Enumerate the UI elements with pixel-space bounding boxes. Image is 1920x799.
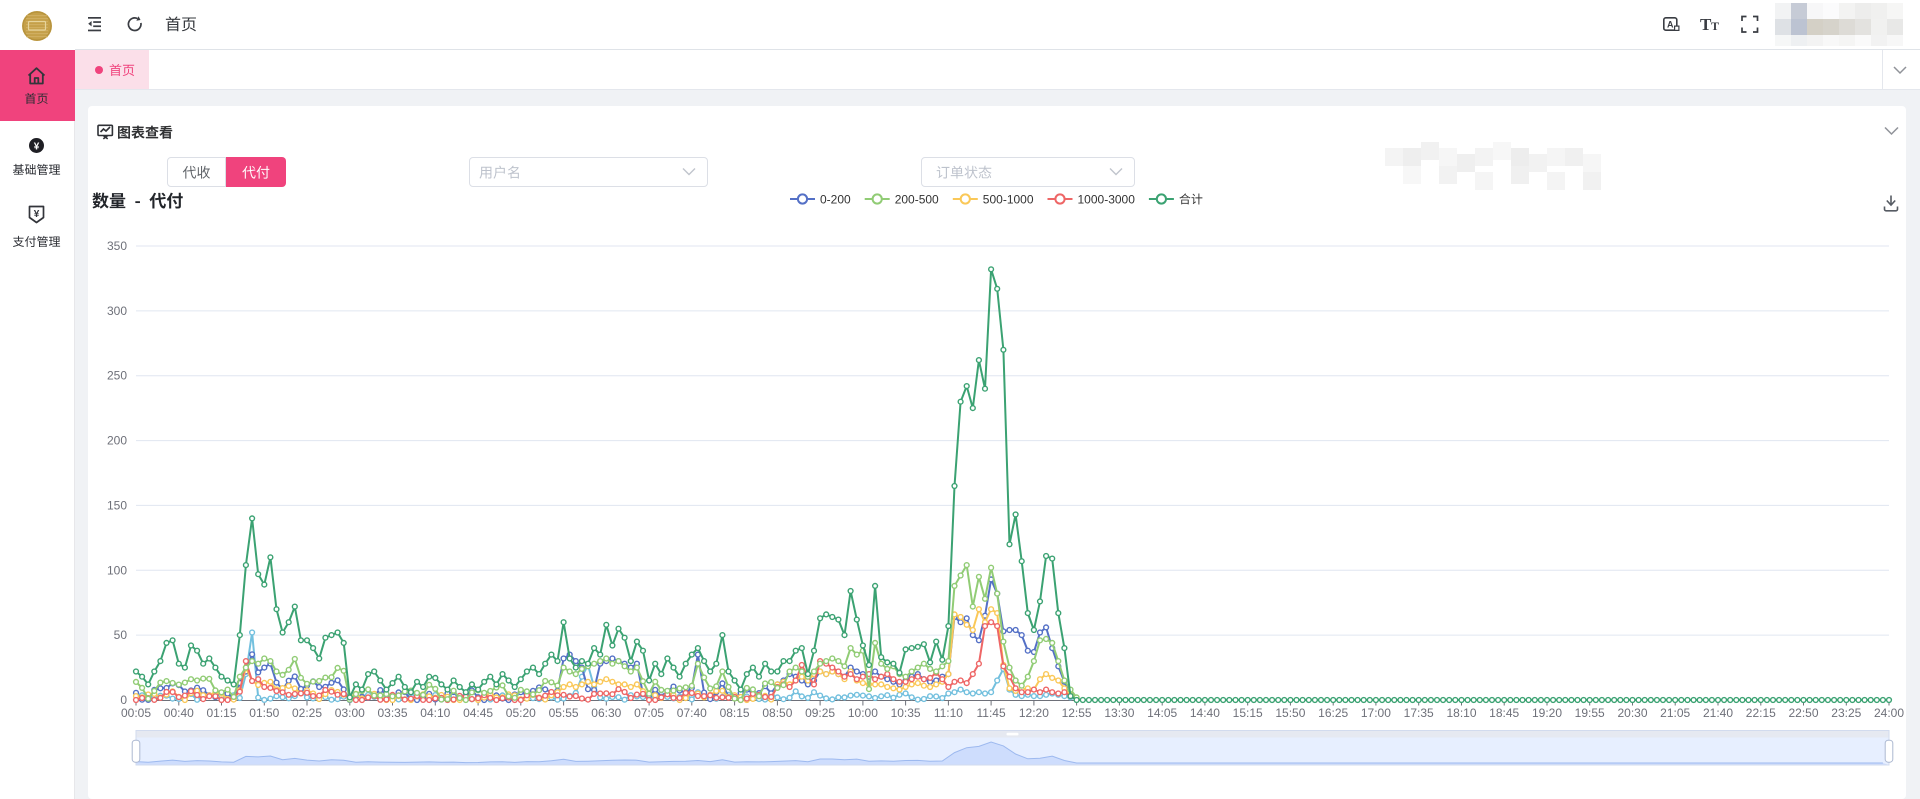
svg-text:17:00: 17:00: [1361, 706, 1391, 720]
svg-text:50: 50: [114, 628, 128, 642]
svg-text:200: 200: [107, 434, 127, 448]
svg-text:11:10: 11:10: [934, 706, 963, 720]
svg-text:T: T: [1700, 15, 1712, 34]
svg-text:¥: ¥: [34, 142, 40, 153]
svg-text:08:50: 08:50: [762, 706, 792, 720]
svg-text:10:35: 10:35: [891, 706, 921, 720]
svg-text:17:35: 17:35: [1404, 706, 1434, 720]
svg-text:06:30: 06:30: [591, 706, 621, 720]
svg-text:04:45: 04:45: [463, 706, 493, 720]
svg-text:0: 0: [120, 693, 127, 707]
svg-text:09:25: 09:25: [805, 706, 835, 720]
svg-text:18:45: 18:45: [1489, 706, 1519, 720]
svg-text:04:10: 04:10: [420, 706, 450, 720]
svg-text:07:05: 07:05: [634, 706, 664, 720]
svg-text:15:15: 15:15: [1233, 706, 1263, 720]
svg-text:200-500: 200-500: [895, 193, 939, 207]
svg-text:1000-3000: 1000-3000: [1078, 193, 1136, 207]
svg-text:11:45: 11:45: [977, 706, 1006, 720]
svg-text:300: 300: [107, 304, 127, 318]
svg-text:14:05: 14:05: [1147, 706, 1177, 720]
svg-text:07:40: 07:40: [677, 706, 707, 720]
svg-text:12:20: 12:20: [1019, 706, 1049, 720]
svg-text:21:05: 21:05: [1660, 706, 1690, 720]
svg-text:19:55: 19:55: [1575, 706, 1605, 720]
svg-text:00:40: 00:40: [164, 706, 194, 720]
svg-text:150: 150: [107, 498, 127, 512]
svg-text:0-200: 0-200: [820, 193, 851, 207]
svg-text:T: T: [1711, 19, 1719, 33]
svg-text:100: 100: [107, 563, 127, 577]
svg-text:24:00: 24:00: [1874, 706, 1904, 720]
svg-text:12:55: 12:55: [1062, 706, 1092, 720]
svg-text:00:05: 00:05: [121, 706, 151, 720]
svg-text:13:30: 13:30: [1104, 706, 1134, 720]
svg-text:18:10: 18:10: [1446, 706, 1476, 720]
svg-text:14:40: 14:40: [1190, 706, 1220, 720]
svg-text:02:25: 02:25: [292, 706, 322, 720]
svg-text:20:30: 20:30: [1617, 706, 1647, 720]
svg-text:01:50: 01:50: [249, 706, 279, 720]
svg-text:05:20: 05:20: [506, 706, 536, 720]
svg-text:03:00: 03:00: [335, 706, 365, 720]
svg-text:¥: ¥: [34, 209, 40, 220]
svg-text:22:15: 22:15: [1746, 706, 1776, 720]
svg-text:01:15: 01:15: [206, 706, 236, 720]
svg-text:16:25: 16:25: [1318, 706, 1348, 720]
svg-text:15:50: 15:50: [1275, 706, 1305, 720]
svg-text:350: 350: [107, 239, 127, 253]
svg-text:05:55: 05:55: [549, 706, 579, 720]
svg-text:08:15: 08:15: [720, 706, 750, 720]
svg-text:23:25: 23:25: [1831, 706, 1861, 720]
svg-text:03:35: 03:35: [377, 706, 407, 720]
svg-text:A: A: [1667, 20, 1674, 30]
svg-text:500-1000: 500-1000: [983, 193, 1034, 207]
svg-text:250: 250: [107, 369, 127, 383]
svg-text:22:50: 22:50: [1788, 706, 1818, 720]
svg-text:21:40: 21:40: [1703, 706, 1733, 720]
svg-text:10:00: 10:00: [848, 706, 878, 720]
svg-text:19:20: 19:20: [1532, 706, 1562, 720]
